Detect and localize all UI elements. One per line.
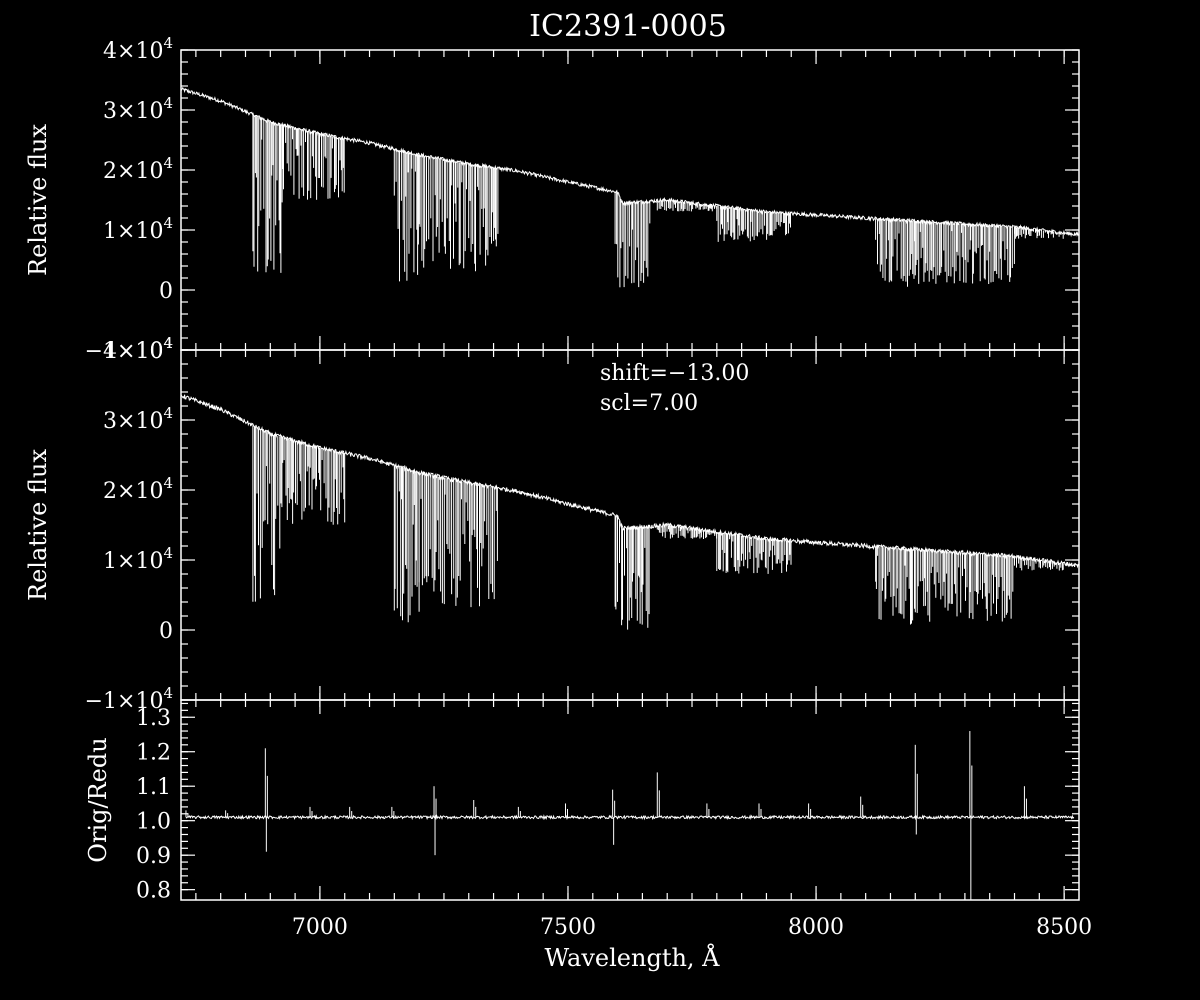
ytick-label: 0.9 bbox=[136, 844, 171, 869]
panel-ratio-yticks: 0.8 0.9 1.0 1.1 1.2 1.3 bbox=[136, 702, 1079, 904]
panel-original-xticks bbox=[195, 50, 1065, 350]
ytick-label: 4×104 bbox=[103, 334, 173, 364]
ytick-label: 1.0 bbox=[136, 810, 171, 835]
xtick-label: 8500 bbox=[1036, 915, 1092, 940]
panel-original-ylabel: Relative flux bbox=[24, 124, 52, 276]
panel-original-frame bbox=[180, 49, 1080, 351]
panel-original-plot-area bbox=[180, 86, 1079, 288]
panel-reduced-plot-area bbox=[180, 394, 1080, 630]
panel-ratio-frame bbox=[180, 699, 1080, 901]
panel-reduced-yticks: −1×104 0 1×104 2×104 3×104 4×104 bbox=[85, 334, 1079, 714]
ytick-label: −1×104 bbox=[85, 334, 173, 364]
chart-title: IC2391-0005 bbox=[529, 9, 727, 44]
panel-reduced-ylabel: Relative flux bbox=[24, 449, 52, 601]
ytick-label: 2×104 bbox=[103, 474, 173, 504]
ytick-label: 1.3 bbox=[136, 706, 171, 731]
ytick-label: 4×104 bbox=[103, 34, 173, 64]
panel-original-yticks: −1×104 0 1×104 2×104 3×104 4×104 bbox=[85, 34, 1079, 364]
xtick-label: 8000 bbox=[788, 915, 844, 940]
ytick-label: 0.8 bbox=[136, 879, 171, 904]
ytick-label: 3×104 bbox=[103, 94, 173, 124]
scale-annotation: scl=7.00 bbox=[600, 391, 698, 416]
ytick-label: 1×104 bbox=[103, 544, 173, 574]
panel-ratio-xticks bbox=[195, 700, 1065, 900]
ytick-label: 0 bbox=[159, 279, 173, 304]
panel-ratio: Orig/Redu 0.8 0.9 1.0 1.1 1.2 1.3 bbox=[84, 699, 1080, 904]
ytick-label: 2×104 bbox=[103, 154, 173, 184]
panel-reduced-spectrum: Relative flux shift=−13.00 scl=7.00 −1×1… bbox=[24, 334, 1080, 714]
panel-ratio-plot-area bbox=[185, 731, 1075, 900]
x-tick-labels: 7000 7500 8000 8500 bbox=[292, 915, 1092, 940]
ytick-label: −1×104 bbox=[85, 684, 173, 714]
xtick-label: 7500 bbox=[540, 915, 596, 940]
panel-ratio-ylabel: Orig/Redu bbox=[84, 737, 112, 862]
ytick-label: 1×104 bbox=[103, 214, 173, 244]
ytick-label: 1.1 bbox=[136, 775, 171, 800]
xtick-label: 7000 bbox=[292, 915, 348, 940]
ytick-label: 3×104 bbox=[103, 404, 173, 434]
ytick-label: 0 bbox=[159, 619, 173, 644]
spectrum-line bbox=[180, 394, 1080, 569]
panel-reduced-xticks bbox=[195, 350, 1065, 700]
panel-original-spectrum: Relative flux −1×104 0 1×104 2×104 3×104 4×10… bbox=[24, 34, 1080, 364]
x-axis-label: Wavelength, Å bbox=[544, 943, 720, 972]
ratio-line bbox=[185, 814, 1075, 821]
ytick-label: 1.2 bbox=[136, 741, 171, 766]
shift-annotation: shift=−13.00 bbox=[600, 361, 749, 386]
